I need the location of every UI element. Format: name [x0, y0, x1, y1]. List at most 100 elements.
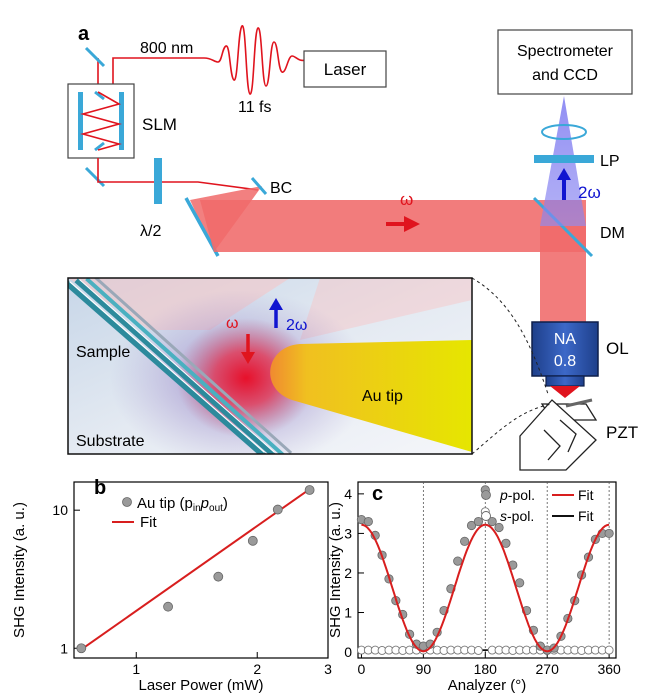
inset-omega-arrowhead	[241, 352, 255, 364]
chart-c-p-point	[466, 520, 477, 531]
objective-lens-nozzle	[545, 375, 585, 387]
chart-c-p-fit-line	[361, 523, 610, 653]
chart-c-legend: p-pol. Fit s-pol. Fit	[481, 487, 594, 524]
beam-to-compressor	[97, 158, 259, 191]
inset-sample-label: Sample	[76, 344, 130, 361]
chart-b-point	[213, 571, 224, 582]
chart-c-ytick-label: 4	[344, 486, 352, 502]
chart-c-xtick-label: 270	[536, 661, 560, 677]
panel-c-label: c	[372, 483, 383, 505]
bc-mirror-small	[250, 177, 268, 195]
chart-c-ytick-label: 1	[344, 605, 352, 621]
chart-c-legend-p-point	[481, 490, 491, 500]
chart-c-s-point	[604, 645, 614, 655]
inset-two-omega-label: 2ω	[286, 317, 307, 334]
slm-label: SLM	[142, 115, 177, 134]
wavelength-label: 800 nm	[140, 40, 193, 57]
input-beam-path	[97, 57, 204, 85]
dm-label: DM	[600, 225, 625, 242]
chart-c-ticks: 0 90 180 270 360 0 1 2 3 4	[344, 486, 621, 677]
mirror-bottom-left	[84, 166, 106, 188]
inset-omega-label: ω	[226, 315, 239, 332]
chart-c-legend-s: s-pol.	[500, 508, 534, 524]
pzt-stage	[519, 398, 598, 471]
mirror-top-left	[84, 46, 106, 68]
slm-mirror-top	[94, 90, 105, 101]
chart-c-xtick-label: 180	[474, 661, 498, 677]
chart-c-p-point	[460, 536, 470, 546]
half-wave-plate	[154, 158, 162, 204]
laser-box	[303, 50, 387, 88]
chart-b-point	[272, 504, 283, 515]
chart-b-marks	[76, 485, 315, 654]
chart-b-legend-point	[122, 497, 132, 507]
panel-b: b 1 2 3 1 10 Au tip (pinpout) Fit Laser Powe…	[11, 477, 332, 694]
bc-label: BC	[270, 180, 292, 197]
chart-b-legend-fit: Fit	[140, 514, 157, 531]
panel-b-label: b	[94, 477, 106, 499]
spectrometer-label-2: and CCD	[532, 67, 598, 84]
linear-polarizer	[534, 155, 594, 163]
chart-c-p-point	[473, 516, 483, 527]
inset-two-omega-arrowhead	[269, 298, 283, 310]
chart-b-xtick-label: 1	[132, 661, 140, 677]
chart-c-ytick-label: 3	[344, 525, 352, 541]
chart-b-point	[163, 601, 173, 612]
objective-focus	[550, 386, 580, 398]
inset-tip-label: Au tip	[362, 388, 403, 405]
chart-b-ytick-label: 1	[60, 640, 68, 656]
slm-mirror-bottom	[94, 141, 105, 152]
chart-c-xtick-label: 360	[597, 661, 621, 677]
chart-c-p-point	[453, 556, 463, 566]
chart-c-marks	[356, 485, 614, 655]
chart-c-ytick-label: 0	[344, 644, 352, 660]
chart-c-frame	[357, 481, 617, 659]
chart-c-legend-s-point	[481, 511, 491, 521]
panel-c: c 0 90 180 270 360 0 1 2 3 4 p-pol. Fit s-pol. Fi…	[327, 481, 621, 694]
chart-c-p-point	[604, 528, 614, 539]
na-label-1: NA	[554, 331, 577, 348]
inset-connector-bottom	[471, 403, 553, 455]
slm-grating-left	[78, 92, 83, 150]
slm-grating-right	[119, 92, 124, 150]
chart-b-xlabel: Laser Power (mW)	[138, 677, 263, 694]
chart-b-point	[76, 643, 87, 654]
chart-c-legend-s-fit: Fit	[578, 508, 594, 524]
chart-b-ylabel: SHG Intensity (a. u.)	[11, 502, 28, 638]
inset-substrate-label: Substrate	[76, 433, 145, 450]
chart-b-legend-scatter: Au tip (pinpout)	[137, 495, 228, 514]
chart-c-legend-p: p-pol.	[499, 487, 535, 503]
chart-b-fit-line	[80, 488, 311, 651]
omega-label-beam: ω	[400, 190, 413, 209]
slm-zigzag-beam	[80, 91, 122, 151]
chart-c-ylabel: SHG Intensity (a. u.)	[327, 502, 344, 638]
chart-b-xtick-label: 3	[324, 661, 332, 677]
na-label-2: 0.8	[554, 353, 576, 370]
panel-a: a 800 nm 11 fs Laser SLM λ/2 BC	[67, 23, 638, 471]
spectrometer-box	[497, 29, 633, 95]
nano-focus-inset	[68, 278, 472, 454]
laser-pulse-waveform	[203, 25, 307, 95]
collection-lens	[541, 124, 587, 140]
spectrometer-label-1: Spectrometer	[517, 43, 614, 60]
laser-label: Laser	[324, 60, 367, 79]
inset-frame	[67, 277, 473, 455]
chart-c-p-point	[515, 578, 525, 588]
chart-c-legend-p-fit: Fit	[578, 487, 594, 503]
chart-c-ytick-label: 2	[344, 565, 352, 581]
pulse-duration-label: 11 fs	[238, 99, 272, 116]
ol-label: OL	[606, 339, 629, 358]
chart-c-p-point	[363, 516, 373, 527]
chart-b-point	[247, 535, 258, 546]
chart-c-xtick-label: 90	[416, 661, 432, 677]
panel-a-label: a	[78, 23, 90, 45]
chart-c-xtick-label: 0	[358, 661, 366, 677]
chart-c-p-point	[494, 522, 504, 533]
chart-c-xlabel: Analyzer (°)	[448, 677, 527, 694]
half-wave-label: λ/2	[140, 223, 161, 240]
chart-b-ticks: 1 2 3 1 10	[52, 502, 332, 677]
au-tip-shape	[270, 340, 472, 452]
lp-label: LP	[600, 153, 620, 170]
chart-c-p-point	[487, 516, 497, 527]
